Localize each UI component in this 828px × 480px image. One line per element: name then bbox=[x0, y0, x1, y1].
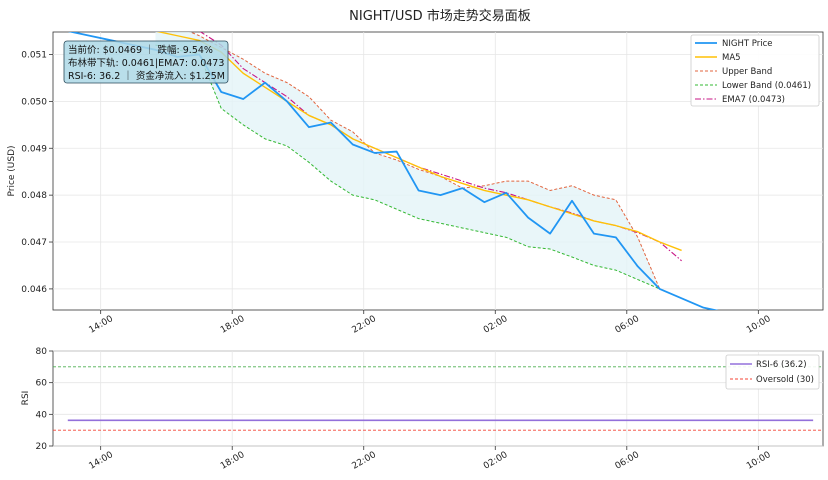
legend-label-ema: EMA7 (0.0473) bbox=[722, 95, 785, 105]
legend-label-upper: Upper Band bbox=[722, 67, 772, 77]
rsi-y-axis-label: RSI bbox=[21, 391, 31, 406]
price-legend-box bbox=[690, 34, 820, 107]
rsi-y-tick-label: 60 bbox=[36, 379, 48, 389]
chart-title: NIGHT/USD 市场走势交易面板 bbox=[349, 8, 531, 24]
lower-series-line bbox=[155, 44, 660, 290]
legend-label-lower: Lower Band (0.0461) bbox=[722, 81, 811, 91]
legend-label-oversold: Oversold (30) bbox=[756, 375, 814, 385]
price-y-ticks: 0.046 0.047 0.048 0.049 0.050 0.051 bbox=[21, 51, 53, 295]
price-y-tick-label: 0.047 bbox=[21, 238, 47, 248]
info-line-rsi: RSI-6: 36.2 ｜ 资金净流入: $1.25M bbox=[68, 70, 225, 82]
price-y-tick-label: 0.051 bbox=[21, 51, 47, 61]
price-y-axis-label: Price (USD) bbox=[7, 145, 17, 196]
rsi-y-tick-label: 20 bbox=[36, 442, 48, 452]
upper-series-line bbox=[189, 32, 661, 290]
rsi-grid bbox=[53, 350, 823, 447]
rsi-y-ticks: 20 40 60 80 bbox=[36, 347, 53, 452]
info-line-price: 当前价: $0.0469 ｜ 跌幅: 9.54% bbox=[68, 44, 213, 56]
legend-label-price: NIGHT Price bbox=[722, 39, 772, 49]
ma5-series-line bbox=[156, 32, 682, 252]
rsi-legend: RSI-6 (36.2) Oversold (30) bbox=[725, 354, 820, 390]
rsi-y-tick-label: 40 bbox=[36, 410, 48, 420]
info-box: 当前价: $0.0469 ｜ 跌幅: 9.54% 布林带下轨: 0.0461|E… bbox=[63, 40, 229, 84]
price-y-tick-label: 0.049 bbox=[21, 144, 47, 154]
rsi-y-tick-label: 80 bbox=[36, 347, 48, 357]
price-y-tick-label: 0.048 bbox=[21, 191, 47, 201]
rsi-series-lines bbox=[53, 366, 823, 431]
info-line-bands: 布林带下轨: 0.0461|EMA7: 0.0473 bbox=[68, 57, 224, 69]
legend-label-rsi: RSI-6 (36.2) bbox=[756, 360, 807, 370]
info-box-background bbox=[63, 40, 229, 84]
price-legend: NIGHT Price MA5 Upper Band Lower Band (0.04… bbox=[690, 34, 820, 107]
rsi-plot-frame bbox=[52, 350, 824, 447]
price-y-tick-label: 0.050 bbox=[21, 97, 47, 107]
price-y-tick-label: 0.046 bbox=[21, 285, 47, 295]
legend-label-ma5: MA5 bbox=[722, 53, 741, 63]
